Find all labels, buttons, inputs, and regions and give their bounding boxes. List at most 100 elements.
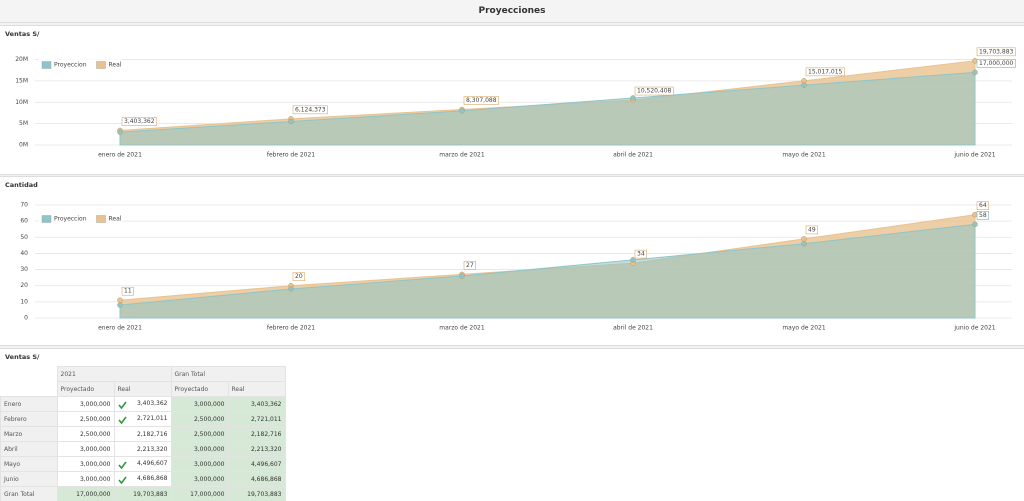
- legend-swatch: [41, 215, 52, 223]
- label-box: [634, 249, 647, 259]
- point: [801, 240, 807, 247]
- table-row: Enero 3,000,000 3,403,362 3,000,000 3,403,36…: [0, 396, 286, 412]
- data-label: 34: [637, 251, 645, 258]
- table-cell: 2,213,320: [113, 441, 172, 457]
- y-tick-label: 20: [20, 282, 28, 289]
- y-tick-label: 0M: [19, 142, 28, 149]
- label-box: [976, 47, 1016, 57]
- x-tick-label: enero de 2021: [98, 152, 142, 159]
- check-mark: [117, 401, 127, 409]
- data-label: 17,000,000: [979, 60, 1014, 67]
- y-tick-label: 15M: [15, 77, 28, 84]
- row-header: Junio: [0, 471, 58, 487]
- y-tick-label: 20M: [15, 56, 28, 63]
- table-cell: 2,500,000: [170, 411, 229, 427]
- table-row: Gran Total 17,000,000 19,703,883 17,000,000…: [0, 486, 286, 501]
- label-box: [463, 96, 499, 105]
- point: [801, 82, 807, 88]
- label-box: [634, 86, 674, 96]
- y-tick-label: 50: [20, 234, 28, 241]
- group-header: 2021: [56, 366, 172, 382]
- x-tick-label: enero de 2021: [98, 325, 142, 332]
- x-tick-label: abril de 2021: [613, 152, 653, 159]
- table-cell: 17,000,000: [170, 486, 229, 501]
- chart: Ventas S/0M 5M 10M 15M 20M enero de 2021 febre…: [5, 30, 1016, 159]
- legend-swatch: [41, 61, 52, 69]
- x-tick-label: mayo de 2021: [782, 152, 826, 159]
- chart-panel: Ventas S/0M 5M 10M 15M 20M enero de 2021 febre…: [0, 25, 1024, 175]
- check-icon: [117, 476, 127, 484]
- x-tick-label: abril de 2021: [613, 325, 653, 332]
- data-label: 20: [295, 273, 303, 280]
- data-label: 58: [979, 212, 987, 219]
- legend-label: Real: [109, 216, 122, 223]
- column-header: Proyectado: [56, 381, 115, 397]
- chart: Cantidad 0 10 20 30 40 50 60 70 enero de 2021 febr…: [5, 181, 1012, 332]
- area: [119, 71, 976, 146]
- table-cell: 3,000,000: [170, 396, 229, 412]
- point: [459, 273, 465, 279]
- y-tick-label: 40: [20, 250, 28, 257]
- point: [459, 108, 465, 114]
- table-cell: 2,721,011: [113, 411, 172, 427]
- table-cell: 3,403,362: [113, 396, 172, 412]
- x-tick-label: febrero de 2021: [267, 152, 315, 159]
- table-row: Proyectado Real Proyectado Real: [1, 381, 286, 397]
- data-label: 27: [466, 262, 474, 269]
- table-cell: 4,496,607: [113, 456, 172, 472]
- check-mark: [117, 416, 127, 424]
- table-cell: 19,703,883: [227, 486, 286, 501]
- data-label: 6,124,373: [295, 106, 326, 113]
- pivot-table: 2021 Gran Total Proyectado Real Proyectado Re…: [0, 366, 286, 501]
- table-cell: 2,182,716: [113, 426, 172, 442]
- x-tick-label: marzo de 2021: [439, 152, 485, 159]
- legend-label: Real: [109, 62, 122, 69]
- table-row: 2021 Gran Total: [1, 366, 286, 382]
- table-cell: 19,703,883: [113, 486, 172, 501]
- table-cell: 4,686,868: [113, 471, 172, 487]
- table-row: Febrero 2,500,000 2,721,011 2,500,000 2,721,…: [0, 411, 286, 427]
- check-icon: [117, 461, 127, 469]
- y-tick-label: 70: [20, 202, 28, 209]
- group-header: Gran Total: [170, 366, 286, 382]
- row-header: Febrero: [0, 411, 58, 427]
- y-tick-label: 5M: [19, 120, 28, 127]
- point: [972, 221, 978, 228]
- corner-cell: [1, 367, 58, 382]
- point: [117, 129, 123, 135]
- data-label: 49: [808, 226, 816, 233]
- table-row: Mayo 3,000,000 4,496,607 3,000,000 4,496,607: [0, 456, 286, 472]
- table-cell: 4,496,607: [227, 456, 286, 472]
- table-cell: 2,500,000: [56, 411, 115, 427]
- legend-swatch: [96, 61, 106, 69]
- row-header: Enero: [0, 396, 58, 412]
- label-box: [121, 286, 134, 296]
- x-tick-label: junio de 2021: [953, 152, 995, 159]
- check-icon: [117, 401, 127, 409]
- table-cell: 2,213,320: [227, 441, 286, 457]
- label-box: [976, 201, 989, 210]
- check-mark: [117, 476, 127, 484]
- legend-label: Proyeccion: [54, 62, 87, 69]
- chart-title: Ventas S/: [5, 30, 40, 38]
- label-box: [292, 272, 305, 282]
- chart-title: Cantidad: [5, 181, 38, 189]
- table-panel: Ventas S/ 2021 Gran Total Proyectado Real Pr…: [0, 348, 1024, 501]
- row-header: Abril: [0, 441, 58, 457]
- data-label: 8,307,088: [466, 97, 497, 104]
- table-cell: 4,686,868: [227, 471, 286, 487]
- row-header: Gran Total: [0, 486, 58, 501]
- table-cell: 3,000,000: [170, 456, 229, 472]
- chart-panel: Cantidad 0 10 20 30 40 50 60 70 enero de 2021 febr…: [0, 176, 1024, 346]
- data-label: 19,703,883: [979, 48, 1014, 55]
- point: [801, 236, 807, 242]
- page-title: Proyecciones: [0, 0, 1024, 23]
- point: [288, 286, 294, 292]
- table-row: Junio 3,000,000 4,686,868 3,000,000 4,686,86…: [0, 471, 286, 487]
- label-box: [463, 261, 476, 270]
- table-cell: 17,000,000: [56, 486, 115, 501]
- point: [288, 118, 294, 125]
- data-label: 10,520,408: [637, 88, 672, 95]
- table-cell: 3,000,000: [56, 471, 115, 487]
